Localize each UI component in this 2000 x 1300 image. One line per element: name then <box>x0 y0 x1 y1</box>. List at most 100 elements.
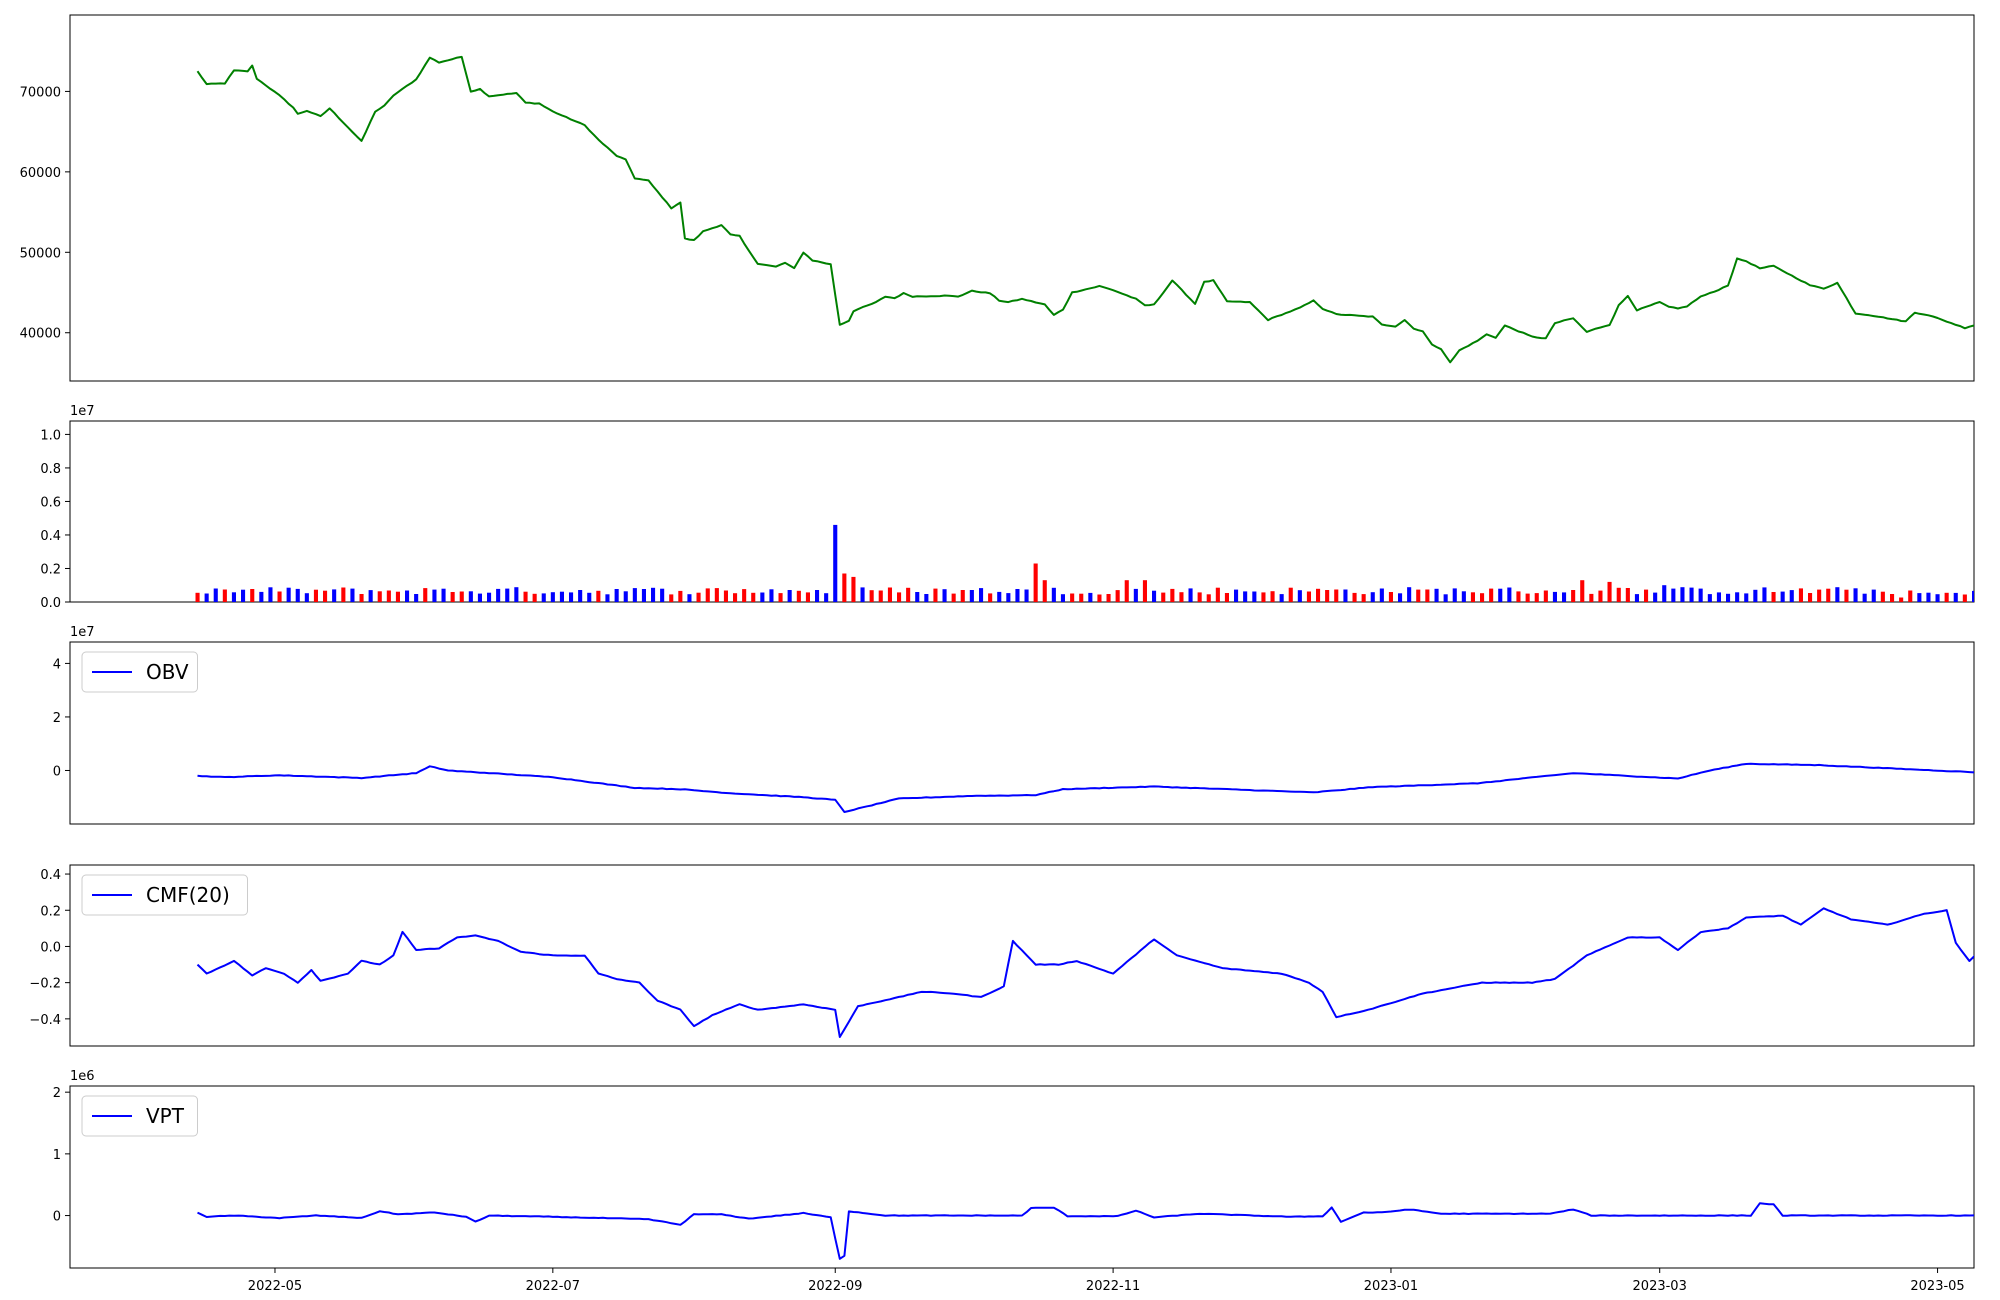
xtick-label: 2023-05 <box>1910 1279 1964 1294</box>
volume-bar <box>796 590 801 602</box>
volume-bar <box>1434 588 1439 602</box>
volume-bar <box>851 576 856 602</box>
volume-bar <box>332 589 337 602</box>
cmf-panel: −0.4 −0.2 0.0 0.2 0.4 CMF(20) <box>29 864 1975 1047</box>
volume-bar <box>505 588 510 602</box>
volume-bar <box>1388 592 1393 602</box>
volume-bar <box>341 587 346 602</box>
volume-bar <box>1060 594 1065 602</box>
volume-bar <box>1197 592 1202 602</box>
xtick-label: 2022-05 <box>248 1279 302 1294</box>
volume-bar <box>195 592 200 602</box>
volume-bar <box>1853 588 1858 602</box>
volume-bar <box>696 592 701 602</box>
obv-series-line <box>197 762 1974 813</box>
vpt-legend-label: VPT <box>146 1104 185 1128</box>
volume-bar <box>1416 589 1421 602</box>
volume-bar <box>1070 593 1075 602</box>
volume-bar <box>1707 594 1712 602</box>
volume-bar <box>514 587 519 602</box>
volume-bar <box>250 589 255 602</box>
volume-bar <box>1598 590 1603 602</box>
volume-bar <box>1316 588 1321 602</box>
volume-bar <box>742 589 747 602</box>
vpt-ytick-label: 1 <box>53 1148 61 1163</box>
volume-bar <box>578 590 583 602</box>
vpt-panel: 0 1 2 1e6 VPT <box>53 1069 1975 1269</box>
volume-bar <box>523 591 528 602</box>
volume-bar <box>1789 590 1794 602</box>
volume-bar <box>1534 593 1539 602</box>
volume-bar <box>687 594 692 602</box>
volume-ytick-label: 1.0 <box>40 428 61 443</box>
volume-bar <box>1726 593 1731 602</box>
volume-bar <box>1917 593 1922 602</box>
volume-bar <box>268 587 273 602</box>
cmf-ytick-label: −0.2 <box>29 977 61 992</box>
volume-offset-label: 1e7 <box>70 404 95 419</box>
volume-bar <box>1142 580 1147 602</box>
volume-bar <box>1808 593 1813 602</box>
volume-bar <box>760 592 765 602</box>
volume-bar <box>623 591 628 602</box>
volume-bar <box>1224 593 1229 602</box>
xtick-label: 2022-07 <box>526 1279 580 1294</box>
cmf-ytick-label: 0.0 <box>40 940 61 955</box>
volume-bar <box>1826 588 1831 602</box>
volume-bar <box>1625 588 1630 602</box>
volume-bar <box>596 590 601 602</box>
volume-bar <box>1762 587 1767 602</box>
volume-bar <box>769 589 774 602</box>
volume-bar <box>1653 592 1658 602</box>
vpt-axes-frame <box>69 1085 1975 1269</box>
volume-bar <box>323 590 328 602</box>
volume-bar <box>1516 591 1521 602</box>
volume-ytick-label: 0.2 <box>40 562 61 577</box>
volume-bar <box>1644 589 1649 602</box>
volume-bar <box>1835 587 1840 602</box>
volume-bar <box>979 588 984 602</box>
volume-panel: 0.0 0.2 0.4 0.6 0.8 1.0 1e7 <box>40 404 1975 611</box>
volume-bar <box>1680 587 1685 602</box>
volume-bar <box>605 594 610 602</box>
volume-bar <box>1580 580 1585 602</box>
volume-bar <box>1899 597 1904 602</box>
volume-bar <box>933 588 938 602</box>
volume-bar <box>669 594 674 602</box>
volume-bar <box>833 524 838 602</box>
volume-bar <box>1170 588 1175 602</box>
volume-bar <box>1297 590 1302 602</box>
volume-bar <box>1106 594 1111 602</box>
vpt-legend-box <box>81 1095 198 1137</box>
volume-bar <box>1215 587 1220 602</box>
volume-bar <box>213 588 218 602</box>
volume-bar <box>1962 594 1967 602</box>
obv-panel: 0 2 4 1e7 OBV <box>53 625 1975 825</box>
price-ytick-label: 70000 <box>20 85 61 100</box>
volume-bar <box>815 590 820 602</box>
volume-bar <box>1480 593 1485 602</box>
obv-legend: OBV <box>81 651 198 693</box>
volume-bar <box>1543 590 1548 602</box>
cmf-legend-label: CMF(20) <box>146 883 230 907</box>
volume-bar <box>1716 592 1721 602</box>
volume-bar <box>614 589 619 602</box>
volume-bar <box>459 591 464 602</box>
volume-bar <box>1024 589 1029 602</box>
volume-bar <box>1033 563 1038 602</box>
volume-bar <box>1288 587 1293 602</box>
volume-bar <box>751 592 756 602</box>
volume-bar <box>414 594 419 602</box>
volume-bar <box>1006 593 1011 602</box>
xtick-label: 2022-09 <box>808 1279 862 1294</box>
volume-bar <box>541 593 546 602</box>
volume-bar <box>1817 589 1822 602</box>
volume-bar <box>1698 588 1703 602</box>
price-axes-frame <box>69 14 1975 382</box>
volume-bar <box>1088 592 1093 602</box>
price-ytick-label: 50000 <box>20 246 61 261</box>
volume-bar <box>1744 593 1749 602</box>
volume-bar <box>723 590 728 602</box>
volume-bar <box>1252 591 1257 602</box>
